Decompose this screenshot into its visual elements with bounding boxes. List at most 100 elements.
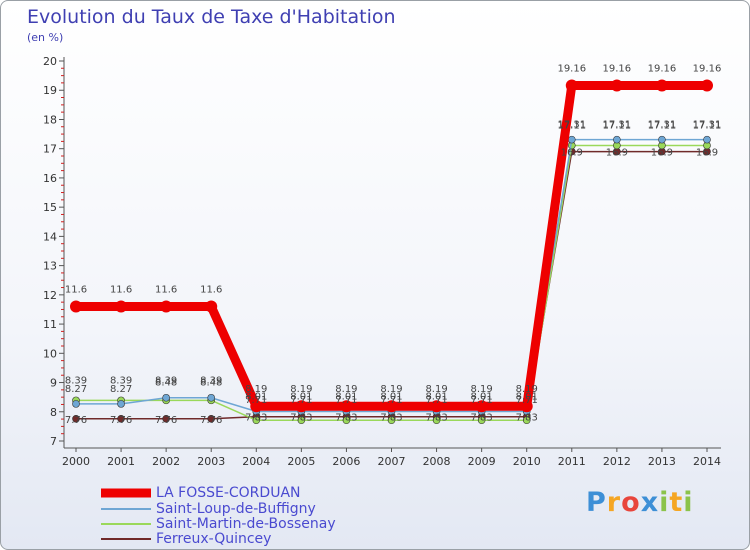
x-tick-label: 2005 xyxy=(287,455,315,468)
data-label-series-2: 7.71 xyxy=(335,395,357,406)
logo-letter: i xyxy=(659,487,670,518)
data-label-series-3: 7.83 xyxy=(471,413,493,424)
data-label-series-2: 7.71 xyxy=(516,395,538,406)
x-tick-label: 2014 xyxy=(693,455,721,468)
data-label-series-0: 19.16 xyxy=(693,64,722,75)
data-label-series-2: 8.39 xyxy=(65,375,87,386)
series-line-0 xyxy=(76,81,707,411)
data-point-series-0 xyxy=(520,400,533,413)
data-label-series-3: 16.9 xyxy=(561,148,583,159)
y-tick-label: 17 xyxy=(43,143,57,156)
x-tick-label: 2012 xyxy=(603,455,631,468)
x-tick-label: 2010 xyxy=(513,455,541,468)
data-label-series-3: 7.83 xyxy=(290,413,312,424)
data-label-series-1: 8.27 xyxy=(65,384,87,395)
data-label-series-2: 7.71 xyxy=(425,395,447,406)
x-tick-label: 2004 xyxy=(242,455,270,468)
y-tick-label: 14 xyxy=(43,230,57,243)
data-label-series-0: 8.19 xyxy=(471,384,493,395)
data-label-series-3: 7.83 xyxy=(380,413,402,424)
logo-letter: i xyxy=(683,487,694,518)
data-label-series-2: 8.39 xyxy=(155,375,177,386)
y-tick-label: 13 xyxy=(43,260,57,273)
data-label-series-0: 8.19 xyxy=(335,384,357,395)
y-tick-label: 11 xyxy=(43,318,57,331)
logo-letter: P xyxy=(586,487,607,518)
data-label-series-1: 8.27 xyxy=(110,384,132,395)
data-point-series-1 xyxy=(72,400,80,408)
data-label-series-2: 17.11 xyxy=(693,120,722,131)
data-point-series-0 xyxy=(115,300,128,313)
data-point-series-0 xyxy=(70,300,82,313)
data-point-series-2 xyxy=(477,416,486,425)
data-label-series-0: 8.19 xyxy=(290,384,312,395)
data-label-series-0: 19.16 xyxy=(557,64,586,75)
x-tick-label: 2013 xyxy=(648,455,676,468)
y-tick-label: 19 xyxy=(43,84,57,97)
data-label-series-2: 17.11 xyxy=(648,120,677,131)
data-point-series-0 xyxy=(475,400,488,413)
data-point-series-2 xyxy=(387,416,396,425)
y-tick-label: 8 xyxy=(50,406,57,419)
y-tick-label: 7 xyxy=(50,435,57,448)
x-tick-label: 2000 xyxy=(62,455,90,468)
logo-letter: x xyxy=(640,487,660,518)
data-point-series-0 xyxy=(160,300,173,313)
data-label-series-2: 7.71 xyxy=(380,395,402,406)
data-label-series-1: 17.31 xyxy=(693,120,722,131)
data-point-series-0 xyxy=(610,79,623,92)
data-point-series-1 xyxy=(613,135,621,144)
data-point-series-3 xyxy=(72,414,80,423)
data-label-series-0: 8.19 xyxy=(245,384,267,395)
legend-label-series-1: Saint-Loup-de-Buffigny xyxy=(156,501,316,517)
data-label-series-1: 17.31 xyxy=(648,120,677,131)
x-tick-label: 2001 xyxy=(107,455,135,468)
data-label-series-2: 17.11 xyxy=(603,120,632,131)
data-label-series-3: 7.83 xyxy=(335,413,357,424)
data-label-series-1: 8.01 xyxy=(380,391,402,402)
data-point-series-0 xyxy=(701,79,713,92)
legend-label-series-3: Ferreux-Quincey xyxy=(156,531,272,547)
data-point-series-3 xyxy=(117,414,125,423)
data-point-series-2 xyxy=(297,416,306,425)
data-label-series-0: 8.19 xyxy=(516,384,538,395)
data-point-series-0 xyxy=(205,300,218,313)
x-tick-label: 2008 xyxy=(423,455,451,468)
data-label-series-1: 17.31 xyxy=(557,120,586,131)
data-point-series-0 xyxy=(295,400,308,413)
data-label-series-0: 8.19 xyxy=(380,384,402,395)
data-point-series-1 xyxy=(117,400,125,408)
data-point-series-2 xyxy=(252,416,261,425)
logo-letter: t xyxy=(669,487,684,518)
x-tick-label: 2011 xyxy=(558,455,586,468)
data-label-series-2: 7.71 xyxy=(245,395,267,406)
data-label-series-0: 11.6 xyxy=(155,285,177,296)
data-label-series-1: 8.01 xyxy=(425,391,447,402)
series-line-1 xyxy=(76,138,707,413)
data-label-series-1: 8.01 xyxy=(245,391,267,402)
data-label-series-1: 8.01 xyxy=(335,391,357,402)
data-label-series-1: 8.48 xyxy=(155,378,177,389)
x-tick-label: 2006 xyxy=(332,455,360,468)
x-tick-label: 2003 xyxy=(197,455,225,468)
data-label-series-2: 17.11 xyxy=(557,120,586,131)
data-point-series-3 xyxy=(207,414,216,423)
chart-subtitle: (en %) xyxy=(27,31,64,44)
data-label-series-2: 8.39 xyxy=(200,375,222,386)
data-point-series-3 xyxy=(162,414,170,423)
legend-label-series-0: LA FOSSE-CORDUAN xyxy=(156,485,301,501)
data-point-series-1 xyxy=(567,135,576,144)
y-tick-label: 18 xyxy=(43,113,57,126)
data-label-series-3: 16.9 xyxy=(696,148,718,159)
data-label-series-2: 8.39 xyxy=(110,375,132,386)
chart-title: Evolution du Taux de Taxe d'Habitation xyxy=(27,6,396,28)
data-point-series-0 xyxy=(340,400,353,413)
data-label-series-0: 11.6 xyxy=(200,285,222,296)
data-point-series-1 xyxy=(207,393,216,402)
data-point-series-0 xyxy=(655,79,668,92)
data-label-series-3: 7.76 xyxy=(200,415,222,426)
data-point-series-2 xyxy=(522,416,531,425)
y-tick-label: 10 xyxy=(43,347,57,360)
data-point-series-0 xyxy=(385,400,398,413)
